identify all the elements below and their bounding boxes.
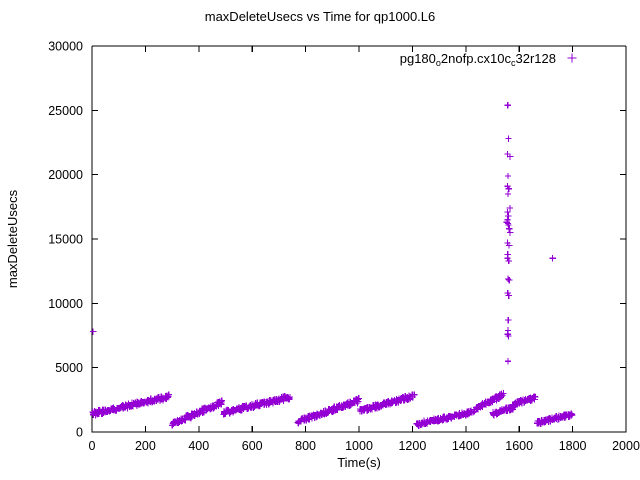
x-tick-label: 400 bbox=[188, 439, 209, 453]
data-point bbox=[182, 416, 189, 423]
legend-marker-icon bbox=[567, 53, 577, 63]
y-tick-label: 15000 bbox=[48, 233, 83, 247]
data-point bbox=[505, 292, 512, 299]
axis-frame bbox=[91, 46, 627, 433]
data-point bbox=[506, 204, 514, 212]
x-axis-label: Time(s) bbox=[337, 455, 381, 470]
y-tick-label: 20000 bbox=[48, 168, 83, 182]
x-tick-label: 1800 bbox=[559, 439, 587, 453]
data-point bbox=[504, 358, 512, 365]
data-point bbox=[165, 393, 172, 400]
data-point bbox=[505, 257, 512, 265]
data-point bbox=[469, 409, 477, 416]
data-points-layer bbox=[89, 101, 576, 429]
data-point bbox=[255, 403, 263, 410]
data-point bbox=[505, 212, 512, 220]
data-point bbox=[506, 153, 514, 160]
data-point bbox=[286, 393, 294, 401]
data-point bbox=[238, 406, 246, 414]
data-point bbox=[89, 328, 97, 335]
data-point bbox=[505, 185, 512, 193]
data-point bbox=[499, 392, 506, 399]
data-point bbox=[505, 316, 512, 324]
x-tick-label: 2000 bbox=[612, 439, 640, 453]
data-point bbox=[218, 401, 225, 408]
chart-title: maxDeleteUsecs vs Time for qp1000.L6 bbox=[205, 9, 436, 24]
y-tick-label: 0 bbox=[76, 426, 83, 440]
plot-frame bbox=[91, 45, 627, 433]
chart-legend: pg180o2nofp.cx10cc32r128 bbox=[400, 51, 577, 68]
data-point bbox=[505, 221, 512, 229]
data-point bbox=[506, 225, 513, 232]
y-tick-label: 10000 bbox=[48, 297, 83, 311]
x-tick-label: 1200 bbox=[398, 439, 426, 453]
x-tick-label: 1400 bbox=[452, 439, 480, 453]
data-point bbox=[568, 411, 576, 419]
data-point bbox=[531, 393, 539, 400]
data-point bbox=[504, 172, 512, 180]
data-point bbox=[505, 135, 512, 142]
y-tick-label: 30000 bbox=[48, 40, 83, 54]
y-tick-label: 5000 bbox=[55, 361, 83, 375]
data-point bbox=[506, 229, 514, 236]
x-axis-ticks: 0 200 400 600 800 1000 1200 1400 1600 1800 2000 bbox=[89, 46, 640, 453]
legend-series-label: pg180o2nofp.cx10cc32r128 bbox=[400, 51, 556, 68]
data-point bbox=[504, 275, 512, 283]
data-point bbox=[504, 101, 511, 109]
data-point bbox=[549, 255, 556, 262]
x-tick-label: 0 bbox=[89, 439, 96, 453]
data-point bbox=[506, 276, 513, 284]
data-point bbox=[505, 242, 513, 249]
data-point bbox=[505, 332, 512, 340]
x-tick-label: 600 bbox=[242, 439, 263, 453]
x-tick-label: 1600 bbox=[505, 439, 533, 453]
data-point bbox=[354, 398, 362, 405]
x-tick-label: 800 bbox=[295, 439, 316, 453]
x-tick-label: 1000 bbox=[345, 439, 373, 453]
y-axis-ticks: 0 5000 10000 15000 20000 25000 30000 bbox=[48, 40, 626, 440]
x-tick-label: 200 bbox=[135, 439, 156, 453]
data-point bbox=[218, 397, 226, 404]
data-point bbox=[504, 208, 511, 216]
y-axis-label: maxDeleteUsecs bbox=[5, 189, 20, 288]
data-point bbox=[355, 395, 362, 402]
y-tick-label: 25000 bbox=[48, 104, 83, 118]
data-point bbox=[411, 391, 418, 398]
data-point bbox=[504, 190, 512, 198]
